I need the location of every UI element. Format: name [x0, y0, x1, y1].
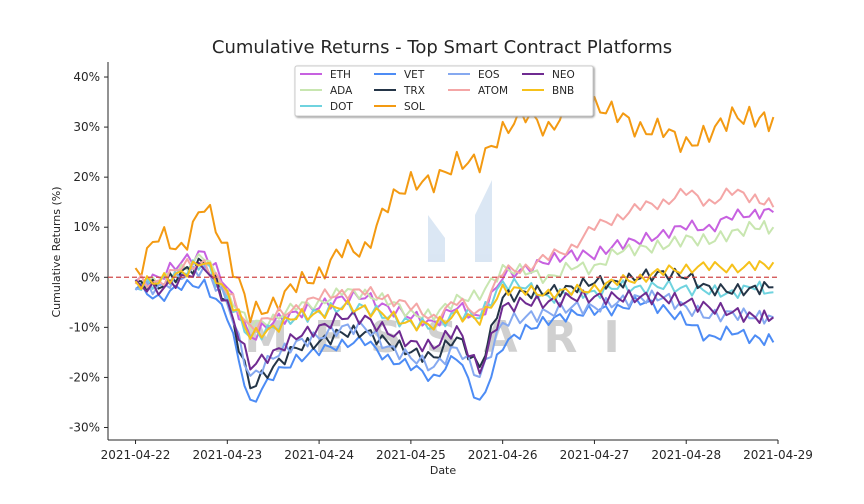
series-line-ada: [134, 220, 775, 332]
x-tick-label: 2021-04-25: [376, 448, 446, 462]
y-tick-label: 0%: [81, 270, 100, 284]
x-tick-label: 2021-04-24: [284, 448, 354, 462]
legend: ETH VET EOS NEO ADA TRX ATOM BNB DOT SOL: [294, 65, 594, 117]
x-ticks: 2021-04-22 2021-04-23 2021-04-24 2021-04-25…: [101, 440, 813, 462]
y-tick-label: 10%: [73, 220, 100, 234]
y-tick-label: -20%: [69, 370, 100, 384]
y-tick-label: -10%: [69, 320, 100, 334]
x-tick-label: 2021-04-27: [560, 448, 630, 462]
legend-label-neo: NEO: [552, 69, 575, 81]
legend-label-trx: TRX: [403, 85, 425, 97]
legend-label-sol: SOL: [404, 101, 425, 113]
x-tick-label: 2021-04-29: [743, 448, 813, 462]
watermark: MESSARI: [244, 178, 646, 363]
y-axis-label: Cumulative Returns (%): [50, 186, 63, 317]
x-tick-label: 2021-04-28: [651, 448, 721, 462]
x-axis-label: Date: [430, 464, 457, 477]
legend-label-dot: DOT: [330, 101, 353, 113]
series-line-bnb: [134, 260, 775, 340]
legend-label-bnb: BNB: [552, 85, 574, 97]
series-line-sol: [134, 95, 775, 324]
legend-label-atom: ATOM: [478, 85, 508, 97]
y-tick-label: 30%: [73, 120, 100, 134]
y-tick-label: 40%: [73, 70, 100, 84]
legend-frame: [294, 65, 594, 117]
y-tick-label: -30%: [69, 420, 100, 434]
watermark-text: MESSARI: [244, 312, 646, 363]
legend-label-vet: VET: [404, 69, 425, 81]
series-line-vet: [134, 278, 775, 403]
legend-label-eth: ETH: [330, 69, 351, 81]
watermark-logo: [398, 178, 492, 262]
x-tick-label: 2021-04-26: [468, 448, 538, 462]
legend-label-ada: ADA: [330, 85, 353, 97]
y-tick-label: 20%: [73, 170, 100, 184]
series-line-neo: [134, 261, 775, 375]
x-tick-label: 2021-04-22: [101, 448, 171, 462]
legend-label-eos: EOS: [478, 69, 500, 81]
series-lines: [134, 95, 775, 403]
x-tick-label: 2021-04-23: [192, 448, 262, 462]
chart-title: Cumulative Returns - Top Smart Contract …: [212, 37, 672, 58]
y-ticks: -30% -20% -10% 0% 10% 20% 30% 40%: [69, 70, 108, 434]
